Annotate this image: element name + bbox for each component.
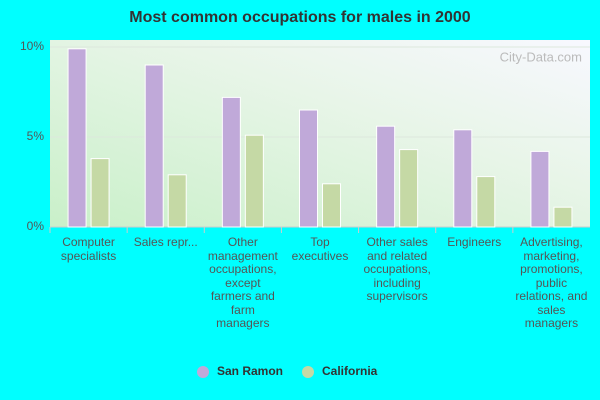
bar bbox=[244, 134, 264, 228]
bar bbox=[376, 125, 396, 228]
bar bbox=[399, 149, 419, 228]
bar bbox=[90, 158, 110, 228]
bar bbox=[322, 183, 341, 228]
x-tick-label: Sales repr... bbox=[133, 235, 198, 249]
x-tick-label: Other sales and related occupations, inc… bbox=[363, 235, 431, 303]
x-tick-label: Advertising, marketing, promotions, publ… bbox=[515, 235, 588, 330]
bar bbox=[299, 109, 318, 228]
x-tick-label: Engineers bbox=[447, 235, 502, 249]
bar bbox=[144, 64, 164, 228]
y-tick-label: 0% bbox=[27, 219, 45, 233]
chart-title: Most common occupations for males in 200… bbox=[129, 9, 471, 26]
y-tick-label: 10% bbox=[20, 39, 44, 53]
x-tick-label: Top executives bbox=[291, 235, 349, 263]
bar bbox=[453, 129, 473, 228]
legend-label: California bbox=[322, 364, 378, 378]
x-tick-label: Other management occupations, except far… bbox=[207, 235, 278, 330]
bar bbox=[221, 96, 241, 228]
bar bbox=[167, 174, 187, 228]
plot-area bbox=[50, 40, 590, 227]
legend-marker bbox=[197, 366, 209, 378]
watermark: City-Data.com bbox=[500, 49, 582, 64]
bar bbox=[553, 206, 573, 228]
bar bbox=[67, 48, 87, 228]
x-tick-label: Computer specialists bbox=[60, 235, 117, 263]
bar bbox=[530, 150, 550, 228]
y-tick-label: 5% bbox=[27, 129, 45, 143]
bar bbox=[476, 176, 496, 228]
legend-marker bbox=[302, 366, 314, 378]
legend-label: San Ramon bbox=[217, 364, 283, 378]
